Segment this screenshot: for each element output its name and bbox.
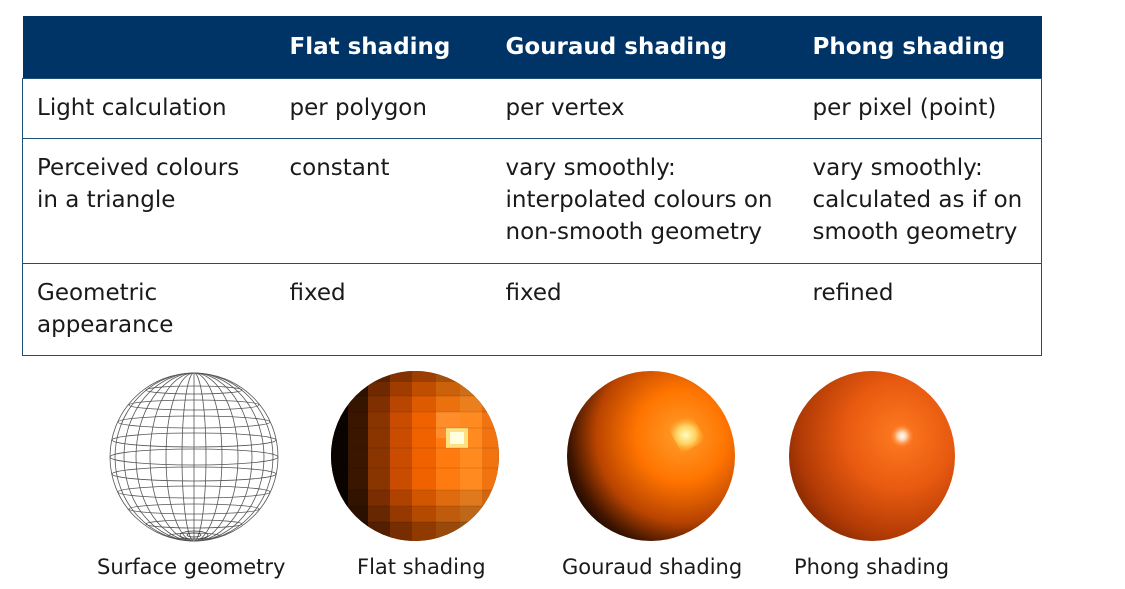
caption-gouraud-shading: Gouraud shading bbox=[562, 555, 743, 579]
cell-gouraud: vary smoothly: interpolated colours on n… bbox=[491, 138, 799, 264]
row-label: Perceived colours in a triangle bbox=[22, 138, 276, 264]
table-header-row: Flat shading Gouraud shading Phong shadi… bbox=[22, 16, 1042, 79]
caption-phong-shading: Phong shading bbox=[794, 555, 950, 579]
wireframe-sphere-icon bbox=[109, 372, 279, 542]
cell-flat: per polygon bbox=[275, 78, 492, 139]
figure-gouraud-shading bbox=[566, 370, 736, 542]
cell-phong: vary smoothly: calculated as if on smoot… bbox=[798, 138, 1042, 264]
caption-flat-shading: Flat shading bbox=[357, 555, 486, 579]
cell-flat: constant bbox=[275, 138, 492, 264]
table-row-light-calculation: Light calculation per polygon per vertex… bbox=[22, 78, 1042, 139]
figure-phong-shading bbox=[788, 370, 956, 542]
table-row-perceived-colours: Perceived colours in a triangle constant… bbox=[22, 138, 1042, 264]
flat-shaded-sphere-icon bbox=[331, 371, 499, 541]
figure-surface-geometry bbox=[107, 370, 281, 544]
cell-gouraud: fixed bbox=[491, 263, 799, 356]
table-row-geometric-appearance: Geometric appearance fixed fixed refined bbox=[22, 263, 1042, 356]
shading-comparison-table: Flat shading Gouraud shading Phong shadi… bbox=[22, 16, 1042, 356]
row-label: Geometric appearance bbox=[22, 263, 276, 356]
figure-flat-shading bbox=[330, 370, 500, 542]
sphere-figures: Surface geometry Flat shading Gouraud sh… bbox=[0, 360, 1125, 589]
phong-shaded-sphere-icon bbox=[789, 371, 955, 541]
header-flat-shading: Flat shading bbox=[275, 16, 492, 79]
gouraud-shaded-sphere-icon bbox=[567, 371, 735, 541]
cell-phong: per pixel (point) bbox=[798, 78, 1042, 139]
header-gouraud-shading: Gouraud shading bbox=[491, 16, 799, 79]
header-empty bbox=[22, 16, 276, 79]
row-label: Light calculation bbox=[22, 78, 276, 139]
header-phong-shading: Phong shading bbox=[798, 16, 1042, 79]
cell-gouraud: per vertex bbox=[491, 78, 799, 139]
cell-flat: fixed bbox=[275, 263, 492, 356]
caption-surface-geometry: Surface geometry bbox=[97, 555, 286, 579]
cell-phong: refined bbox=[798, 263, 1042, 356]
